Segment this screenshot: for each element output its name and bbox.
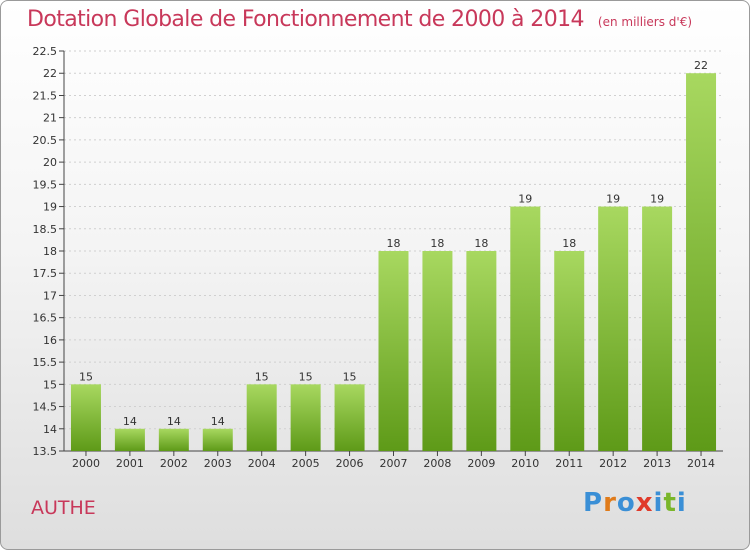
y-tick-label: 15 <box>43 378 57 391</box>
y-tick-label: 15.5 <box>33 356 58 369</box>
y-tick-label: 16 <box>43 334 57 347</box>
y-tick-label: 18.5 <box>33 223 58 236</box>
y-tick-label: 14 <box>43 423 57 436</box>
x-tick-label: 2013 <box>643 457 671 470</box>
logo-letter: t <box>663 488 677 518</box>
x-tick-label: 2014 <box>687 457 715 470</box>
title-text: Dotation Globale de Fonctionnement de 20… <box>27 7 585 32</box>
bar <box>246 384 277 451</box>
data-label: 14 <box>211 415 225 428</box>
proxiti-logo: Proxiti <box>583 488 687 518</box>
data-label: 15 <box>255 370 269 383</box>
x-tick-label: 2005 <box>292 457 320 470</box>
chart-title: Dotation Globale de Fonctionnement de 20… <box>27 7 692 32</box>
y-tick-label: 19 <box>43 201 57 214</box>
logo-letter: x <box>635 488 654 518</box>
data-label: 19 <box>518 193 532 206</box>
y-tick-label: 20.5 <box>33 134 58 147</box>
y-tick-label: 22 <box>43 67 57 80</box>
y-tick-label: 17 <box>43 289 57 302</box>
bar <box>202 428 233 451</box>
data-label: 15 <box>79 370 93 383</box>
bar <box>510 206 541 451</box>
bar <box>642 206 673 451</box>
y-tick-label: 19.5 <box>33 178 58 191</box>
data-label: 18 <box>387 237 401 250</box>
x-tick-label: 2011 <box>555 457 583 470</box>
y-tick-label: 22.5 <box>33 45 58 58</box>
y-tick-label: 21.5 <box>33 89 58 102</box>
bar <box>290 384 321 451</box>
logo-letter: i <box>653 488 664 518</box>
bar <box>422 251 453 451</box>
x-tick-label: 2010 <box>511 457 539 470</box>
data-label: 22 <box>694 59 708 72</box>
bar <box>554 251 585 451</box>
data-label: 18 <box>474 237 488 250</box>
y-tick-label: 21 <box>43 112 57 125</box>
bar <box>114 428 145 451</box>
chart-subtitle: (en milliers d'€) <box>597 15 693 29</box>
x-tick-label: 2009 <box>467 457 495 470</box>
logo-letter: r <box>603 488 617 518</box>
x-tick-label: 2003 <box>204 457 232 470</box>
data-label: 15 <box>343 370 357 383</box>
x-tick-label: 2008 <box>423 457 451 470</box>
logo-letter: P <box>583 488 604 518</box>
data-label: 14 <box>123 415 137 428</box>
logo-letter: o <box>616 488 636 518</box>
bar <box>158 428 189 451</box>
x-tick-label: 2004 <box>248 457 276 470</box>
data-label: 18 <box>430 237 444 250</box>
y-tick-label: 18 <box>43 245 57 258</box>
y-tick-label: 13.5 <box>33 445 58 458</box>
data-label: 18 <box>562 237 576 250</box>
data-label: 19 <box>650 193 664 206</box>
bar <box>466 251 497 451</box>
bar <box>70 384 101 451</box>
data-label: 15 <box>299 370 313 383</box>
x-tick-label: 2012 <box>599 457 627 470</box>
logo-letter: i <box>676 488 687 518</box>
y-tick-label: 20 <box>43 156 57 169</box>
x-tick-label: 2002 <box>160 457 188 470</box>
bar <box>686 73 717 451</box>
data-label: 14 <box>167 415 181 428</box>
x-tick-label: 2000 <box>72 457 100 470</box>
y-tick-label: 14.5 <box>33 401 58 414</box>
commune-name: AUTHE <box>31 497 96 519</box>
bar <box>598 206 629 451</box>
bar <box>378 251 409 451</box>
x-tick-label: 2006 <box>336 457 364 470</box>
bar <box>334 384 365 451</box>
y-tick-label: 16.5 <box>33 312 58 325</box>
x-tick-label: 2001 <box>116 457 144 470</box>
x-tick-label: 2007 <box>380 457 408 470</box>
data-label: 19 <box>606 193 620 206</box>
y-tick-label: 17.5 <box>33 267 58 280</box>
